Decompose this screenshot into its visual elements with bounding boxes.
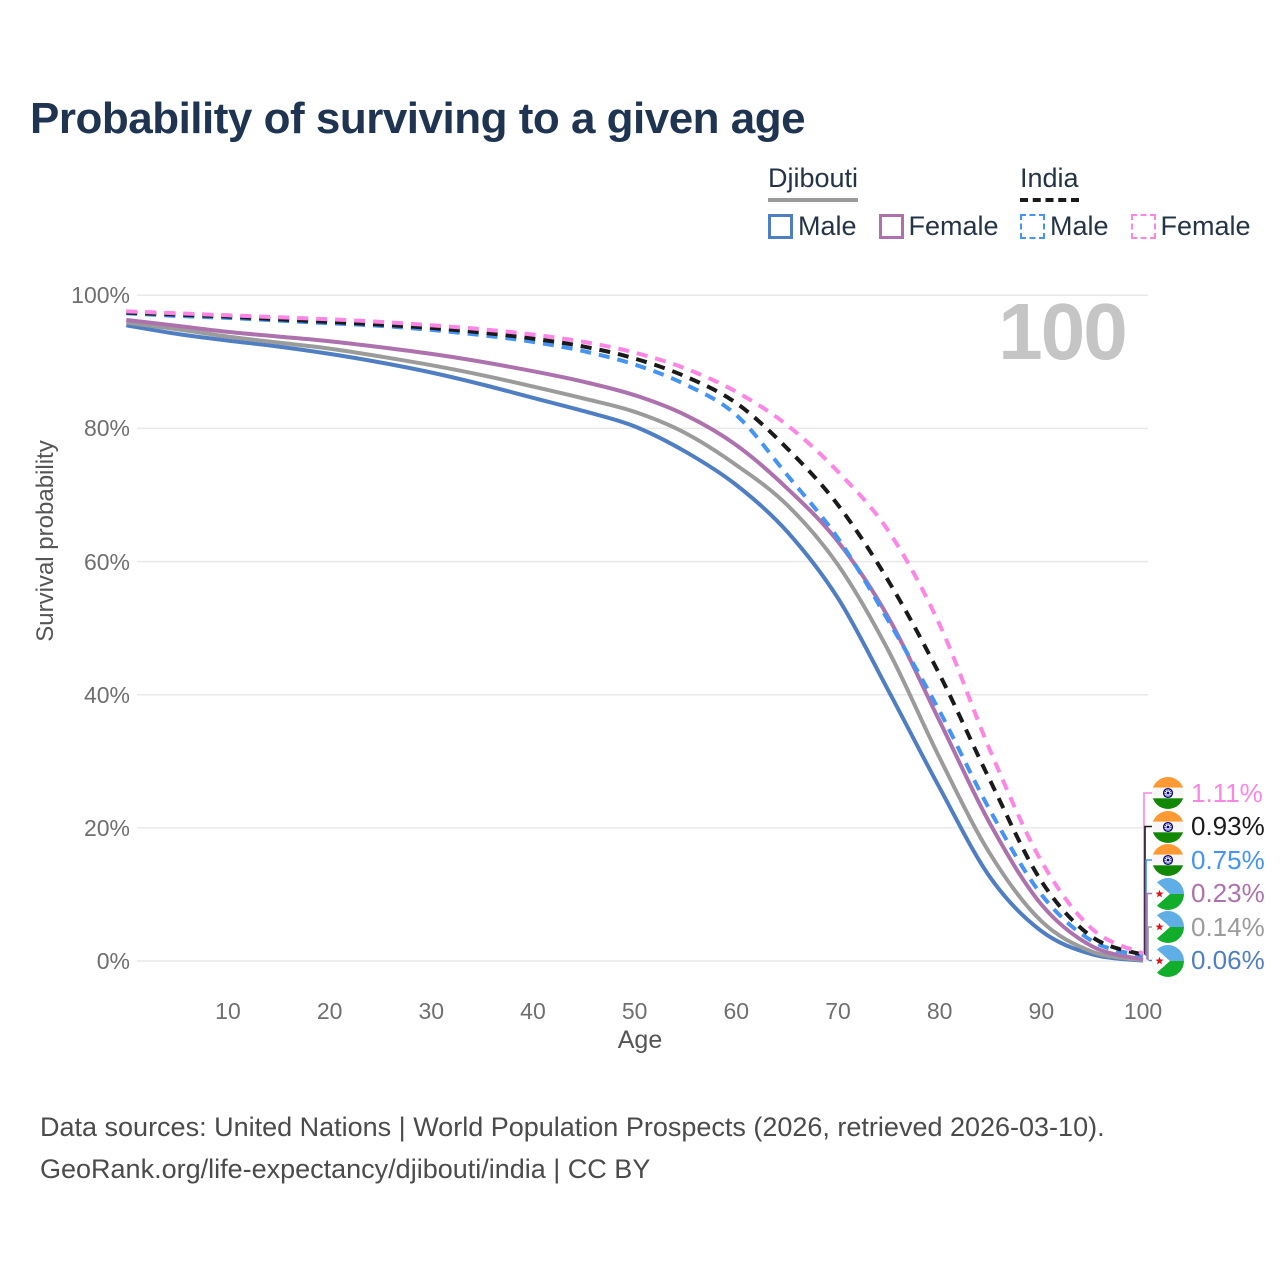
x-tick-label: 20 <box>316 998 343 1024</box>
y-tick-label: 0% <box>96 948 130 974</box>
series-line-india-female[interactable] <box>126 309 1144 956</box>
x-tick-label: 70 <box>825 998 851 1024</box>
end-label-india-both-sexes[interactable]: 0.93% <box>1152 810 1265 844</box>
x-axis-title: Age <box>617 1026 663 1054</box>
series-line-india-male[interactable] <box>126 311 1144 958</box>
y-tick-label: 40% <box>83 681 130 708</box>
end-label-value: 0.75% <box>1191 844 1265 875</box>
legend-item-djibouti-female[interactable]: Female <box>878 211 999 242</box>
hovered-age-watermark: 100 <box>998 287 1127 376</box>
end-label-djibouti-male[interactable]: 0.06% <box>1152 944 1265 978</box>
end-label-india-female[interactable]: 1.11% <box>1152 776 1263 810</box>
end-label-leader <box>1147 926 1152 961</box>
end-label-leader <box>1144 825 1152 955</box>
legend-item-djibouti-male[interactable]: Male <box>768 211 857 242</box>
y-axis-title: Survival probability <box>32 440 59 642</box>
legend-item-india-female[interactable]: Female <box>1130 211 1251 242</box>
legend-label: Male <box>798 211 857 241</box>
attribution-line: GeoRank.org/life-expectancy/djibouti/ind… <box>40 1154 651 1184</box>
flag-icon-india <box>1152 844 1184 876</box>
india-female-swatch <box>1130 214 1156 239</box>
legend-country-india[interactable]: India <box>1020 163 1079 202</box>
flag-icon-india <box>1152 810 1184 843</box>
x-tick-label: 40 <box>520 998 546 1024</box>
legend-label: Male <box>1050 211 1109 241</box>
end-label-djibouti-female[interactable]: 0.23% <box>1152 877 1265 911</box>
legend-label: Female <box>908 211 999 241</box>
series-line-djibouti-male[interactable] <box>125 323 1144 963</box>
x-tick-label: 50 <box>621 998 648 1024</box>
y-tick-label: 20% <box>83 814 130 841</box>
legend-label: Female <box>1160 211 1251 241</box>
flag-icon-india <box>1152 777 1184 809</box>
end-label-value: 1.11% <box>1191 777 1263 808</box>
flag-icon-djibouti <box>1152 877 1184 910</box>
y-tick-label: 100% <box>71 282 130 309</box>
india-male-swatch <box>1020 214 1045 239</box>
series-line-india-both-sexes[interactable] <box>126 310 1144 957</box>
x-tick-label: 80 <box>926 998 953 1024</box>
x-tick-label: 30 <box>418 998 445 1024</box>
end-label-india-male[interactable]: 0.75% <box>1152 843 1265 877</box>
x-tick-label: 10 <box>215 998 241 1024</box>
djibouti-male-swatch <box>768 214 793 239</box>
legend-country-djibouti[interactable]: Djibouti <box>768 163 859 202</box>
end-label-djibouti-both-sexes[interactable]: 0.14% <box>1152 910 1265 944</box>
end-label-leader <box>1143 792 1152 954</box>
y-tick-label: 60% <box>83 548 130 575</box>
legend-group-djibouti: Djibouti Male Female <box>768 163 999 242</box>
source-footer: Data sources: United Nations | World Pop… <box>40 1106 1105 1190</box>
source-line: Data sources: United Nations | World Pop… <box>40 1112 1105 1142</box>
series-line-djibouti-female[interactable] <box>126 317 1144 962</box>
x-tick-label: 90 <box>1028 998 1055 1024</box>
x-tick-label: 100 <box>1123 998 1163 1024</box>
legend-item-india-male[interactable]: Male <box>1020 211 1109 242</box>
end-label-value: 0.23% <box>1191 878 1265 908</box>
end-label-leader <box>1145 859 1152 956</box>
legend-group-india: India Male Female <box>1020 163 1251 242</box>
end-label-value: 0.06% <box>1191 945 1265 975</box>
end-label-value: 0.93% <box>1191 811 1265 841</box>
flag-icon-djibouti <box>1152 911 1184 943</box>
page-title: Probability of surviving to a given age <box>30 94 806 143</box>
djibouti-female-swatch <box>878 214 904 239</box>
x-tick-label: 60 <box>723 998 750 1024</box>
y-tick-label: 80% <box>83 415 130 442</box>
flag-icon-djibouti <box>1152 944 1184 977</box>
end-label-leader <box>1146 892 1152 960</box>
end-label-value: 0.14% <box>1191 911 1265 942</box>
series-line-djibouti-both-sexes[interactable] <box>126 320 1144 963</box>
